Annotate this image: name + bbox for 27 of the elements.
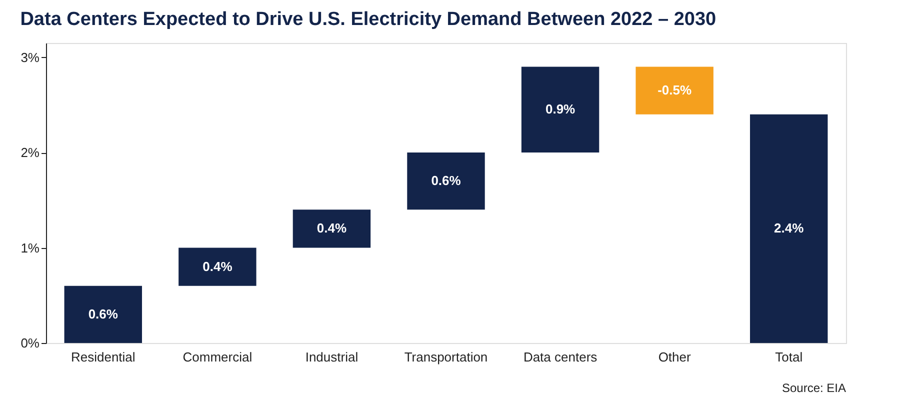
data-label: 0.9%	[545, 102, 576, 117]
data-label: -0.5%	[658, 82, 692, 98]
x-tick-label: Other	[658, 350, 692, 364]
x-tick-label: Residential	[70, 350, 136, 364]
bar	[292, 210, 371, 248]
bar	[178, 248, 256, 286]
x-tick-label: Industrial	[305, 350, 358, 364]
bar	[407, 152, 485, 210]
x-tick-label: Commercial	[182, 350, 252, 364]
bar	[521, 66, 600, 153]
chart-title: Data Centers Expected to Drive U.S. Electricity Demand Between 2022 – 2030	[20, 9, 716, 30]
x-tick-label: Data centers	[523, 350, 598, 364]
x-tick-label: Transportation	[404, 350, 488, 364]
y-tick-label: 2%	[20, 145, 40, 160]
data-label: 0.6%	[88, 306, 118, 322]
source-note: Source: EIA	[782, 381, 846, 395]
data-label: 0.4%	[202, 258, 233, 274]
y-tick-label: 0%	[20, 336, 40, 350]
data-label: 0.6%	[431, 173, 462, 188]
y-tick-label: 3%	[20, 50, 40, 65]
bar	[64, 286, 142, 343]
x-tick-label: Total	[775, 350, 803, 364]
data-label: 2.4%	[774, 220, 804, 236]
data-label: 0.4%	[316, 220, 347, 236]
bar	[750, 114, 828, 343]
y-tick-label: 1%	[20, 240, 40, 256]
bar	[636, 66, 714, 114]
